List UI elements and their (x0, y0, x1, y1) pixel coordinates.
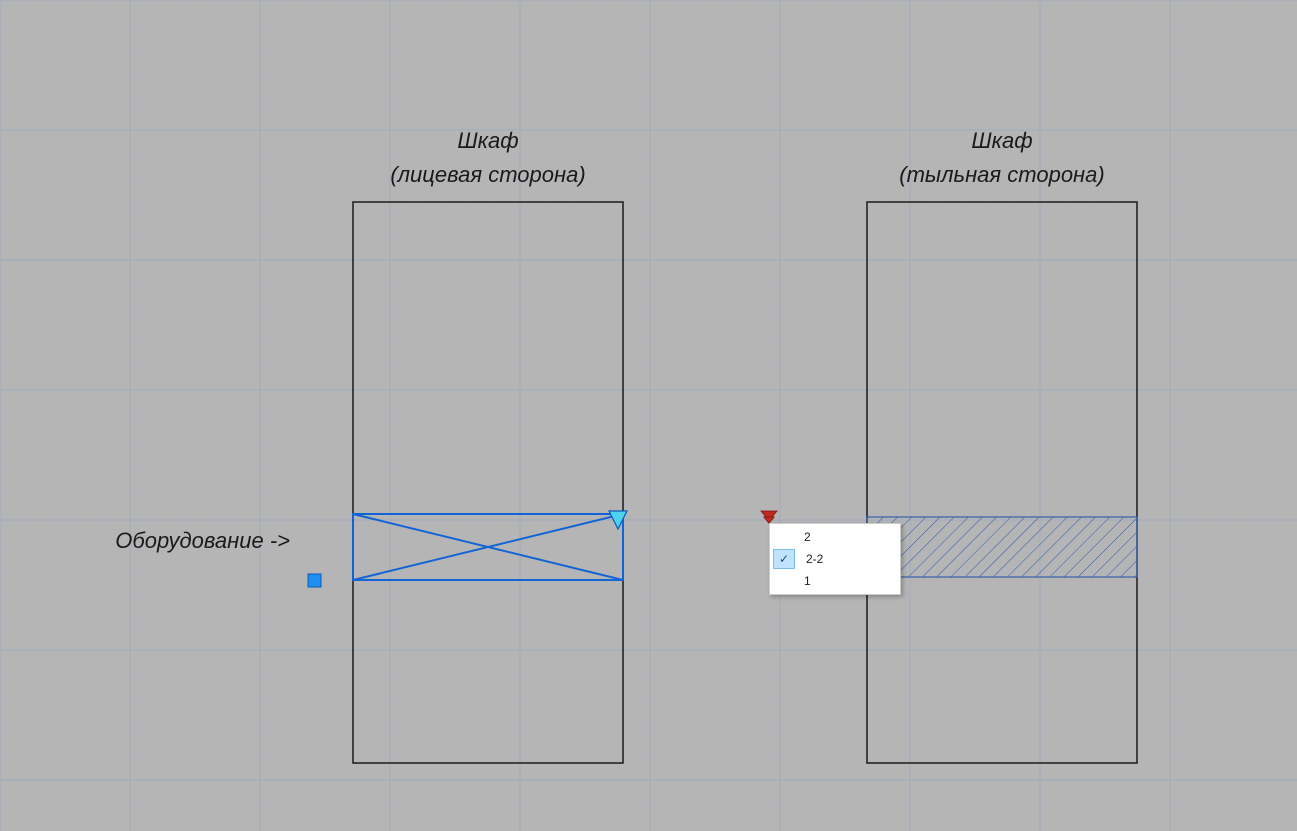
context-menu-item[interactable]: 2 (770, 526, 900, 548)
selection-handle[interactable] (308, 574, 321, 587)
context-menu-item-label: 1 (796, 574, 811, 588)
drawing-svg (0, 0, 1297, 831)
equipment-label: Оборудование -> (40, 528, 290, 554)
context-menu-item-label: 2 (796, 530, 811, 544)
cabinet-back-title-line1: Шкаф (867, 128, 1137, 154)
cabinet-front-title-line1: Шкаф (353, 128, 623, 154)
cad-canvas[interactable]: Шкаф (лицевая сторона) Шкаф (тыльная сто… (0, 0, 1297, 831)
context-menu[interactable]: 2✓2-21 (769, 523, 901, 595)
checkmark-icon: ✓ (773, 549, 795, 569)
context-menu-item-label: 2-2 (798, 552, 823, 566)
cabinet-back-title-line2: (тыльная сторона) (847, 162, 1157, 188)
cabinet-front-title-line2: (лицевая сторона) (333, 162, 643, 188)
context-menu-item[interactable]: 1 (770, 570, 900, 592)
context-menu-item[interactable]: ✓2-2 (770, 548, 900, 570)
